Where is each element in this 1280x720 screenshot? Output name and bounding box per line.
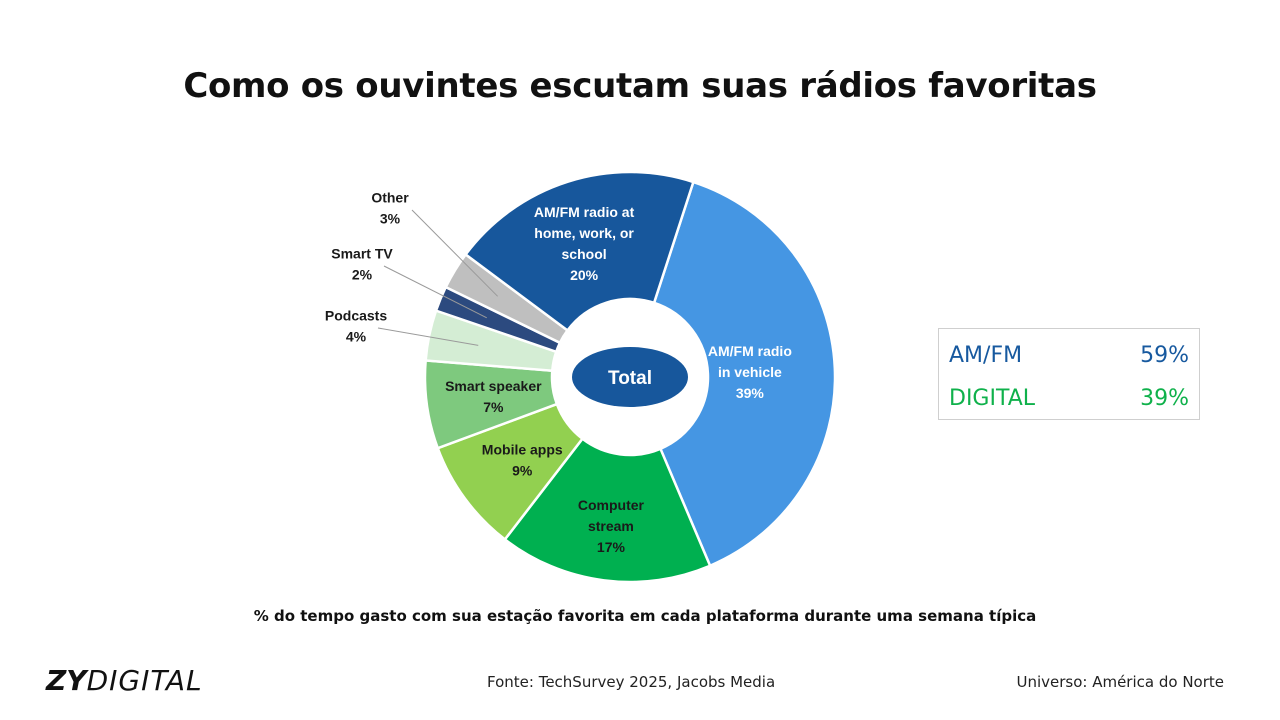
- summary-digital-value: 39%: [1140, 386, 1189, 411]
- summary-digital-label: DIGITAL: [949, 386, 1036, 411]
- summary-row-amfm: AM/FM 59%: [949, 343, 1189, 373]
- leader-line: [383, 265, 487, 319]
- logo-light-text: DIGITAL: [86, 664, 203, 697]
- center-label: Total: [608, 368, 652, 389]
- leader-line: [377, 327, 479, 346]
- slice-label: AM/FM radio in vehicle 39%: [708, 343, 792, 401]
- center-badge: [572, 347, 688, 407]
- chart-caption: % do tempo gasto com sua estação favorit…: [253, 607, 1037, 625]
- leader-line: [411, 209, 499, 297]
- source-note: Fonte: TechSurvey 2025, Jacobs Media: [487, 673, 776, 691]
- summary-amfm-value: 59%: [1140, 343, 1189, 368]
- slice-label: Podcasts 4%: [325, 308, 387, 345]
- pie-slice-am-fm-radio-at-home-work-or-school: [463, 170, 695, 333]
- logo-strong-text: ZY: [46, 664, 87, 697]
- slice-label: Smart speaker 7%: [445, 378, 542, 415]
- slice-label: AM/FM radio at home, work, or school 20%: [534, 204, 635, 283]
- brand-logo: ZYDIGITAL: [46, 663, 203, 699]
- summary-amfm-label: AM/FM: [949, 343, 1023, 368]
- summary-box: AM/FM 59% DIGITAL 39%: [938, 328, 1200, 420]
- universe-note: Universo: América do Norte: [1016, 673, 1224, 691]
- slice-label: Computer stream 17%: [578, 497, 645, 555]
- slice-label: Other 3%: [371, 190, 409, 227]
- chart-title: Como os ouvintes escutam suas rádios fav…: [183, 66, 1097, 106]
- slice-label: Smart TV 2%: [331, 246, 393, 283]
- summary-row-digital: DIGITAL 39%: [949, 386, 1189, 416]
- donut-chart: AM/FM radio in vehicle 39% Computer stream 17…: [325, 170, 837, 584]
- slice-label: Mobile apps 9%: [482, 441, 563, 478]
- pie-slice-am-fm-radio-in-vehicle: [652, 180, 837, 568]
